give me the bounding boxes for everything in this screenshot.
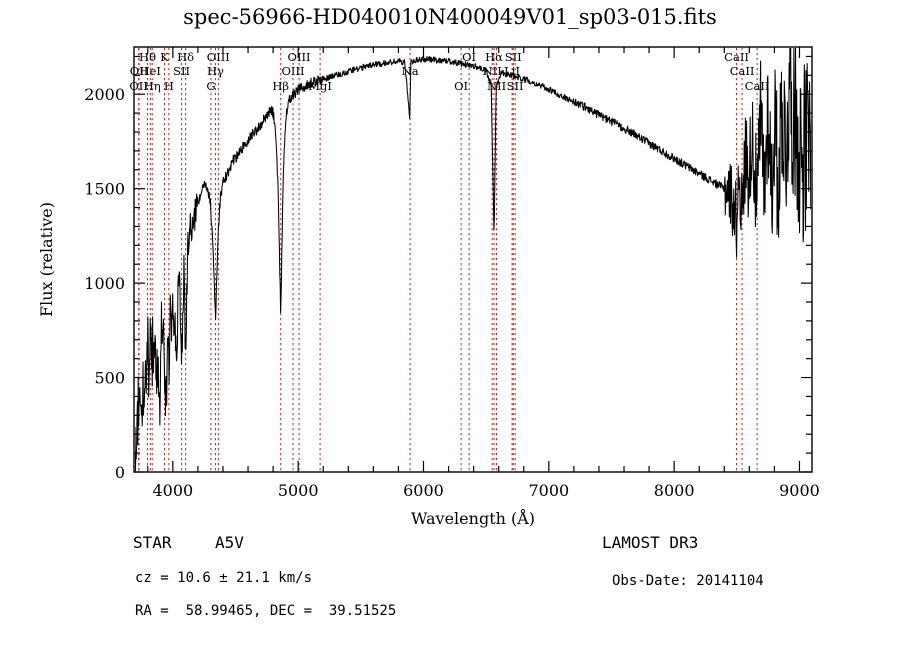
spectral-line-label: OI bbox=[462, 50, 476, 64]
spectral-line-label: H bbox=[164, 79, 174, 93]
y-tick-label: 500 bbox=[94, 369, 125, 388]
obs-date-label: Obs-Date: 20141104 bbox=[612, 573, 764, 589]
y-tick-label: 1500 bbox=[84, 180, 125, 199]
spectral-line-label: Hα bbox=[485, 50, 503, 64]
spectral-line-label: Hθ bbox=[139, 50, 156, 64]
spectral-line-label: OII bbox=[130, 64, 149, 78]
page-title: spec-56966-HD040010N400049V01_sp03-015.f… bbox=[183, 5, 717, 29]
spectral-line-label: CaII bbox=[724, 50, 749, 64]
spectral-line-label: SII bbox=[507, 79, 524, 93]
x-tick-label: 9000 bbox=[779, 481, 820, 500]
axis-tick-labels: 4000 5000 6000 7000 8000 9000 0 500 1000 1500 2000 bbox=[84, 85, 820, 500]
spectral-line-labels: OIIOIIHθHeIHηKHSIIHδGHγOIIIHβOIIIOIIIMgI… bbox=[129, 50, 769, 93]
axis-titles: Wavelength (Å) Flux (relative) bbox=[37, 202, 535, 528]
y-tick-label: 2000 bbox=[84, 85, 125, 104]
plot-frame bbox=[133, 46, 813, 473]
x-tick-label: 8000 bbox=[654, 481, 695, 500]
spectrum-trace bbox=[135, 48, 811, 471]
spectral-line-label: MgI bbox=[308, 79, 332, 93]
spectral-class-label: A5V bbox=[215, 533, 244, 552]
spectral-line-label: Hη bbox=[144, 79, 161, 93]
spectral-line-label: Hδ bbox=[177, 50, 194, 64]
spectral-line-label: K bbox=[160, 50, 169, 64]
spectral-line-label: SII bbox=[505, 50, 522, 64]
spectral-line-label: Na bbox=[402, 64, 419, 78]
spectral-line-label: OI bbox=[454, 79, 468, 93]
redshift-velocity-label: cz = 10.6 ± 21.1 km/s bbox=[135, 570, 313, 586]
spectral-line-label: LiI bbox=[504, 64, 520, 78]
x-tick-label: 6000 bbox=[403, 481, 444, 500]
spectrum-line bbox=[135, 48, 811, 471]
x-axis-title: Wavelength (Å) bbox=[411, 508, 535, 528]
coordinates-label: RA = 58.99465, DEC = 39.51525 bbox=[135, 603, 397, 619]
x-tick-label: 4000 bbox=[152, 481, 193, 500]
spectral-line-label: CaII bbox=[730, 64, 755, 78]
spectral-line-label: OIII bbox=[282, 64, 305, 78]
y-tick-label: 1000 bbox=[84, 274, 125, 293]
spectral-line-label: NII bbox=[487, 79, 506, 93]
x-tick-label: 7000 bbox=[528, 481, 569, 500]
spectral-line-label: G bbox=[206, 79, 215, 93]
object-type-label: STAR bbox=[133, 533, 172, 552]
spectral-line-label: Hγ bbox=[207, 64, 224, 78]
x-tick-label: 5000 bbox=[278, 481, 319, 500]
y-axis-title: Flux (relative) bbox=[37, 202, 56, 317]
spectral-line-label: CaII bbox=[745, 79, 770, 93]
spectral-line-markers bbox=[138, 48, 758, 471]
spectral-line-label: HeI bbox=[140, 64, 161, 78]
spectral-line-label: SII bbox=[173, 64, 190, 78]
y-tick-label: 0 bbox=[115, 463, 125, 482]
spectral-line-label: Hβ bbox=[272, 79, 289, 93]
survey-label: LAMOST DR3 bbox=[602, 533, 699, 552]
spectral-line-label: OIII bbox=[288, 50, 311, 64]
spectral-line-label: NII bbox=[483, 64, 502, 78]
axis-ticks bbox=[134, 47, 812, 473]
spectral-line-label: OIII bbox=[207, 50, 230, 64]
spectral-line-label: OII bbox=[129, 79, 148, 93]
